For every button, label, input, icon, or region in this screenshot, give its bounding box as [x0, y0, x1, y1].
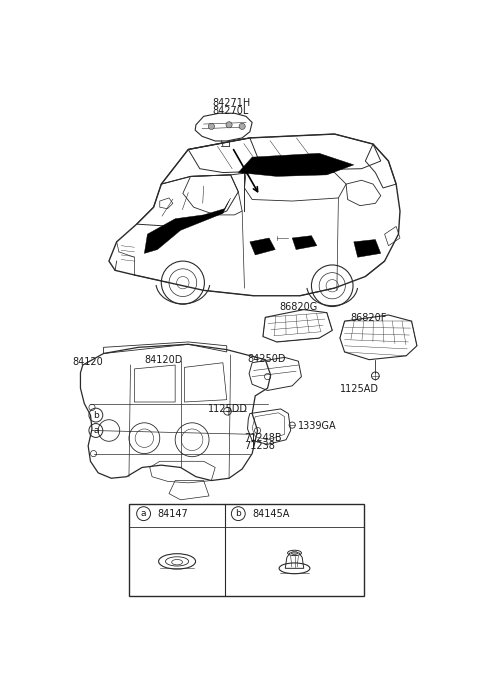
Text: 71248B: 71248B: [244, 433, 282, 443]
Text: 84271H: 84271H: [212, 98, 251, 108]
Polygon shape: [292, 236, 317, 250]
Text: 1339GA: 1339GA: [299, 421, 337, 431]
Polygon shape: [144, 198, 230, 253]
Polygon shape: [238, 153, 354, 176]
Text: 84120D: 84120D: [144, 355, 183, 365]
Text: 1125DD: 1125DD: [207, 403, 248, 414]
Text: 84270L: 84270L: [212, 106, 249, 116]
Text: 84250D: 84250D: [248, 354, 286, 363]
Text: 84147: 84147: [157, 509, 188, 519]
Text: b: b: [235, 509, 241, 518]
Bar: [129, 504, 364, 596]
Text: 84120: 84120: [73, 357, 104, 368]
Text: 86820F: 86820F: [350, 313, 386, 323]
Text: 1125AD: 1125AD: [340, 384, 379, 394]
Text: 86820G: 86820G: [279, 302, 317, 312]
Circle shape: [239, 123, 245, 130]
Circle shape: [226, 122, 232, 128]
Circle shape: [208, 123, 215, 130]
Text: a: a: [93, 426, 98, 435]
Text: 71238: 71238: [244, 440, 276, 451]
Polygon shape: [354, 239, 381, 258]
Text: b: b: [93, 411, 99, 419]
Polygon shape: [250, 238, 275, 255]
Text: a: a: [141, 509, 146, 518]
Text: 84145A: 84145A: [252, 509, 289, 519]
